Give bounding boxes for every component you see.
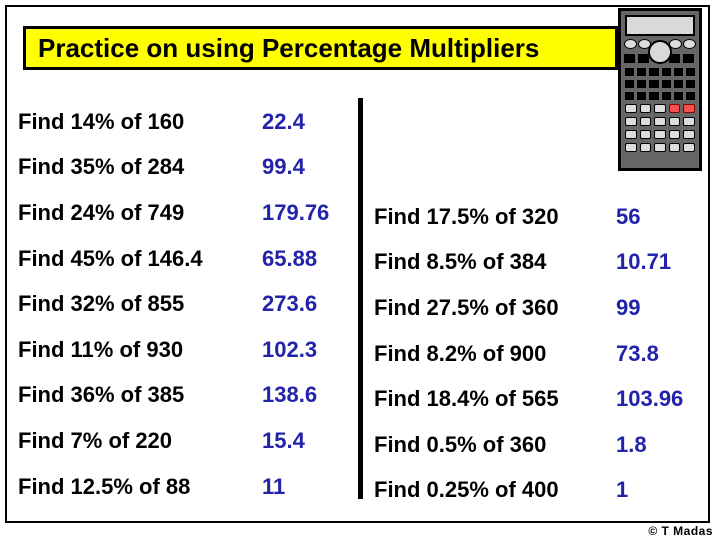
problem-question: Find 35% of 284 (18, 154, 185, 180)
calculator-key-row (621, 117, 699, 126)
problem-column-right: Find 17.5% of 320 56 Find 8.5% of 384 10.71… (374, 194, 707, 513)
page-title: Practice on using Percentage Multipliers (38, 32, 540, 63)
problem-row: Find 7% of 220 15.4 (18, 418, 358, 464)
calculator-key-row (621, 68, 699, 76)
problem-answer: 138.6 (262, 382, 318, 408)
problem-answer: 22.4 (262, 108, 305, 134)
problem-question: Find 8.5% of 384 (374, 249, 547, 275)
problem-answer: 1.8 (616, 431, 647, 457)
problem-question: Find 14% of 160 (18, 108, 185, 134)
problem-row: Find 32% of 855 273.6 (18, 281, 358, 327)
problem-row: Find 8.5% of 384 10.71 (374, 240, 707, 286)
problem-question: Find 32% of 855 (18, 291, 185, 317)
problem-answer: 73.8 (616, 340, 659, 366)
problem-row: Find 17.5% of 320 56 (374, 194, 707, 240)
column-divider (358, 98, 363, 499)
problem-answer: 65.88 (262, 245, 318, 271)
calculator-nav-pad (621, 39, 699, 68)
problem-row: Find 45% of 146.4 65.88 (18, 236, 358, 282)
problem-answer: 56 (616, 203, 641, 229)
calculator-key-row (621, 92, 699, 100)
calculator-icon (618, 8, 702, 171)
calculator-display (625, 15, 695, 36)
problem-row: Find 8.2% of 900 73.8 (374, 331, 707, 377)
problem-row: Find 0.25% of 400 1 (374, 468, 707, 514)
problem-row: Find 12.5% of 88 11 (18, 464, 358, 510)
problem-answer: 99 (616, 294, 641, 320)
problem-row: Find 24% of 749 179.76 (18, 190, 358, 236)
problem-answer: 11 (262, 473, 286, 499)
problem-question: Find 45% of 146.4 (18, 245, 203, 271)
problem-row: Find 36% of 385 138.6 (18, 373, 358, 419)
problem-question: Find 36% of 385 (18, 382, 185, 408)
problem-question: Find 27.5% of 360 (374, 294, 559, 320)
problem-answer: 1 (616, 477, 629, 503)
problem-question: Find 11% of 930 (18, 336, 184, 362)
problem-answer: 179.76 (262, 199, 330, 225)
problem-row: Find 18.4% of 565 103.96 (374, 376, 707, 422)
problem-row: Find 14% of 160 22.4 (18, 99, 358, 145)
calculator-key-row (621, 143, 699, 152)
problem-row: Find 35% of 284 99.4 (18, 145, 358, 191)
copyright-credit: © T Madas (648, 524, 713, 538)
problem-answer: 273.6 (262, 291, 318, 317)
problem-question: Find 7% of 220 (18, 427, 173, 453)
problem-question: Find 18.4% of 565 (374, 386, 559, 412)
title-bar: Practice on using Percentage Multipliers (23, 26, 618, 70)
problem-answer: 103.96 (616, 386, 684, 412)
problem-question: Find 0.25% of 400 (374, 477, 559, 503)
slide-frame (5, 5, 710, 523)
problem-question: Find 12.5% of 88 (18, 473, 191, 499)
calculator-key-row (621, 80, 699, 88)
problem-answer: 15.4 (262, 427, 305, 453)
problem-answer: 102.3 (262, 336, 318, 362)
problem-row: Find 11% of 930 102.3 (18, 327, 358, 373)
problem-question: Find 0.5% of 360 (374, 431, 547, 457)
problem-row: Find 0.5% of 360 1.8 (374, 422, 707, 468)
calculator-key-row (621, 130, 699, 139)
problem-column-left: Find 14% of 160 22.4 Find 35% of 284 99.4 Fi… (18, 99, 358, 509)
problem-question: Find 24% of 749 (18, 199, 185, 225)
problem-answer: 99.4 (262, 154, 305, 180)
problem-answer: 10.71 (616, 249, 672, 275)
calculator-key-row (621, 104, 699, 113)
problem-question: Find 8.2% of 900 (374, 340, 547, 366)
problem-question: Find 17.5% of 320 (374, 203, 559, 229)
problem-row: Find 27.5% of 360 99 (374, 285, 707, 331)
